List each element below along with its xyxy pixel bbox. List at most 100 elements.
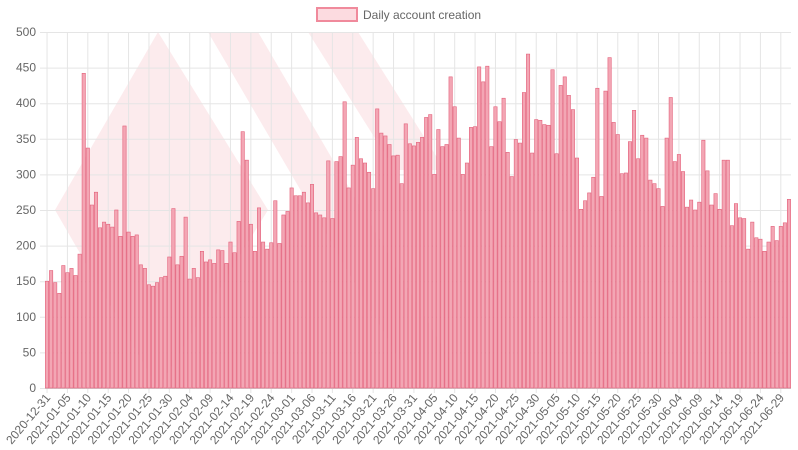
bar[interactable] (338, 156, 343, 389)
bar[interactable] (623, 172, 628, 389)
bar[interactable] (738, 217, 743, 389)
bar[interactable] (648, 179, 653, 389)
bar[interactable] (122, 125, 127, 389)
bar[interactable] (672, 161, 677, 389)
bar[interactable] (240, 131, 245, 389)
bar[interactable] (106, 223, 111, 389)
bar[interactable] (611, 122, 616, 389)
bar[interactable] (501, 97, 506, 389)
bar[interactable] (493, 106, 498, 389)
bar[interactable] (151, 285, 156, 389)
bar[interactable] (721, 159, 726, 389)
bar[interactable] (786, 199, 791, 389)
bar[interactable] (440, 146, 445, 389)
bar[interactable] (762, 251, 767, 389)
bar[interactable] (89, 204, 94, 389)
bar[interactable] (742, 218, 747, 389)
bar[interactable] (371, 188, 376, 389)
bar[interactable] (301, 191, 306, 389)
bar[interactable] (330, 218, 335, 389)
bar[interactable] (538, 119, 543, 389)
bar[interactable] (114, 209, 119, 389)
bar[interactable] (456, 137, 461, 389)
bar[interactable] (350, 164, 355, 389)
bar[interactable] (754, 237, 759, 389)
bar[interactable] (481, 81, 486, 389)
bar[interactable] (640, 134, 645, 389)
bar[interactable] (668, 97, 673, 389)
legend-label[interactable]: Daily account creation (363, 8, 481, 22)
bar[interactable] (473, 126, 478, 389)
bar[interactable] (664, 137, 669, 389)
bar[interactable] (428, 114, 433, 389)
bar[interactable] (448, 76, 453, 389)
bar[interactable] (395, 154, 400, 389)
bar[interactable] (391, 155, 396, 389)
bar[interactable] (69, 268, 74, 389)
bar[interactable] (130, 236, 135, 389)
bar[interactable] (85, 147, 90, 389)
bar[interactable] (387, 144, 392, 389)
bar[interactable] (591, 176, 596, 389)
bar[interactable] (778, 226, 783, 389)
bar[interactable] (183, 216, 188, 389)
bar[interactable] (705, 170, 710, 389)
bar[interactable] (758, 238, 763, 389)
bar[interactable] (261, 241, 266, 389)
bar[interactable] (697, 201, 702, 389)
bar[interactable] (273, 200, 278, 389)
bar[interactable] (432, 174, 437, 389)
bar[interactable] (81, 73, 86, 389)
bar[interactable] (318, 214, 323, 389)
bar[interactable] (163, 275, 168, 389)
bar[interactable] (680, 171, 685, 389)
bar[interactable] (526, 53, 531, 389)
bar[interactable] (652, 183, 657, 389)
bar[interactable] (269, 242, 274, 389)
bar[interactable] (660, 206, 665, 389)
bar[interactable] (285, 211, 290, 389)
bar[interactable] (583, 200, 588, 389)
bar[interactable] (363, 162, 367, 389)
bar[interactable] (204, 261, 208, 389)
bar[interactable] (460, 174, 465, 389)
bar[interactable] (632, 110, 637, 389)
bar[interactable] (603, 90, 608, 389)
bar[interactable] (636, 158, 641, 389)
bar[interactable] (403, 123, 408, 389)
bar[interactable] (709, 204, 714, 389)
bar[interactable] (326, 160, 331, 389)
bar[interactable] (497, 121, 502, 389)
bar[interactable] (252, 251, 257, 389)
bar[interactable] (477, 66, 482, 389)
bar[interactable] (134, 234, 139, 389)
bar[interactable] (436, 129, 441, 389)
bar[interactable] (717, 208, 722, 389)
bar[interactable] (102, 221, 107, 389)
bar[interactable] (57, 292, 62, 389)
bar[interactable] (452, 106, 457, 389)
bar[interactable] (346, 187, 351, 389)
bar[interactable] (187, 278, 192, 389)
bar[interactable] (375, 108, 380, 389)
bar[interactable] (155, 282, 160, 389)
bar[interactable] (424, 117, 429, 389)
bar[interactable] (550, 69, 555, 389)
bar[interactable] (224, 263, 229, 389)
bar[interactable] (49, 270, 54, 389)
bar[interactable] (444, 144, 449, 389)
bar[interactable] (61, 265, 66, 389)
bar[interactable] (305, 202, 310, 389)
bar[interactable] (750, 221, 755, 389)
bar[interactable] (73, 275, 78, 389)
bar[interactable] (220, 250, 225, 389)
bar[interactable] (53, 282, 58, 389)
bar[interactable] (45, 280, 50, 389)
bar[interactable] (383, 135, 388, 389)
bar[interactable] (175, 264, 180, 389)
bar[interactable] (693, 209, 698, 389)
bar[interactable] (542, 124, 547, 389)
bar[interactable] (146, 284, 151, 389)
bar[interactable] (420, 137, 425, 389)
bar[interactable] (766, 241, 771, 389)
